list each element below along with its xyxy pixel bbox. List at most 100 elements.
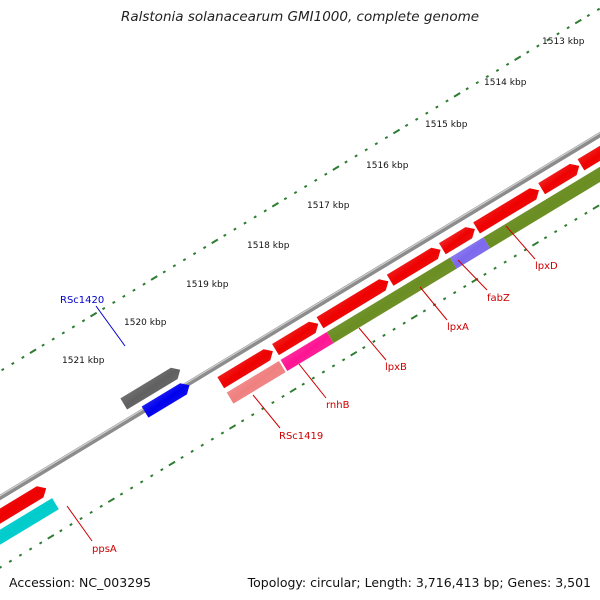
outer-tick	[263, 209, 267, 213]
inner-tick	[382, 333, 386, 337]
outer-tick	[485, 74, 490, 79]
outer-tick	[324, 172, 328, 176]
outer-tick	[526, 50, 530, 54]
outer-tick	[384, 136, 389, 140]
inner-tick	[228, 424, 237, 430]
leader-fabz	[457, 259, 488, 291]
gene-RSc1420-shade	[141, 383, 190, 418]
scale-tick-label: 1520 kbp	[124, 318, 167, 328]
outer-tick	[211, 238, 219, 245]
map-title: Ralstonia solanacearum GMI1000, complete…	[120, 9, 480, 25]
cds-RSc1419-shade	[226, 361, 286, 404]
inner-tick	[574, 217, 578, 221]
outer-tick	[303, 184, 308, 189]
inner-tick	[350, 350, 358, 357]
inner-tick	[89, 510, 93, 515]
outer-tick	[51, 337, 55, 341]
outer-tick	[11, 361, 15, 366]
cds-ppsA-shade	[0, 498, 59, 545]
outer-tick	[202, 245, 207, 250]
inner-tick	[301, 382, 305, 386]
cds-lpxD-shade	[483, 166, 600, 249]
inner-tick-track	[0, 204, 600, 569]
inner-tick	[442, 297, 447, 301]
inner-tick	[289, 387, 297, 394]
inner-tick	[543, 236, 548, 240]
inner-tick	[531, 241, 540, 247]
outer-tick	[243, 221, 247, 225]
inner-tick	[311, 376, 316, 380]
outer-tick	[556, 32, 560, 36]
gene-label-ppsa: ppsA	[92, 544, 117, 555]
outer-tick	[1, 368, 5, 372]
leader-rsc1419	[252, 394, 281, 429]
outer-tick	[283, 197, 288, 201]
inner-tick	[584, 211, 588, 215]
outer-tick	[192, 252, 197, 256]
inner-tick	[79, 516, 83, 521]
gene-label-rsc1419: RSc1419	[279, 431, 323, 442]
outer-tick	[150, 275, 158, 281]
outer-tick	[21, 355, 25, 359]
inner-tick	[321, 370, 326, 374]
outer-tick	[172, 264, 177, 268]
outer-tick	[514, 55, 522, 61]
gene-fabZ-shade	[439, 227, 475, 255]
scale-tick-label: 1513 kbp	[542, 37, 585, 47]
inner-tick	[190, 449, 194, 453]
leader-rsc1420	[95, 305, 126, 347]
outer-tick	[89, 311, 98, 318]
inner-tick	[59, 529, 63, 533]
inner-tick	[402, 321, 406, 325]
inner-tick	[452, 291, 457, 295]
outer-tick	[101, 306, 106, 311]
inner-tick	[513, 254, 517, 258]
outer-tick	[41, 343, 45, 347]
outer-tick	[122, 294, 126, 298]
gene-label-rsc1420: RSc1420	[60, 295, 104, 306]
inner-tick	[392, 327, 396, 331]
outer-tick	[314, 178, 318, 182]
outer-tick	[293, 190, 298, 195]
outer-tick	[495, 68, 500, 73]
inner-tick	[0, 565, 3, 569]
outer-tick	[586, 13, 591, 18]
outer-tick	[465, 87, 469, 91]
leader-lpxb	[358, 327, 387, 361]
inner-tick	[180, 455, 184, 460]
outer-tick	[61, 331, 66, 335]
inner-tick	[240, 419, 245, 423]
leader-lpxa	[419, 286, 448, 321]
inner-tick	[463, 284, 467, 289]
gene-lpxD-shade	[473, 188, 539, 234]
inner-tick	[129, 486, 134, 490]
outer-tick	[112, 300, 116, 305]
inner-tick	[200, 443, 204, 447]
backbone-line	[0, 131, 600, 501]
inner-tick	[38, 541, 43, 545]
outer-tick	[453, 92, 461, 98]
leader-ppsa	[66, 505, 93, 542]
gene-RSc1419-shade	[217, 349, 273, 389]
outer-tick	[404, 123, 409, 127]
outer-tick	[445, 99, 449, 103]
outer-tick	[344, 160, 348, 164]
outer-tick	[132, 288, 136, 292]
outer-tick	[435, 105, 439, 109]
inner-tick	[331, 364, 336, 368]
outer-tick	[574, 18, 582, 25]
inner-tick	[28, 547, 33, 551]
outer-tick	[162, 270, 166, 274]
outer-tick	[253, 215, 257, 219]
inner-tick	[69, 523, 73, 527]
outer-tick	[354, 154, 358, 158]
inner-tick	[220, 431, 225, 435]
scale-tick-label: 1519 kbp	[186, 280, 229, 290]
inner-tick	[281, 394, 285, 399]
gene-lpxA-shade	[386, 247, 441, 286]
inner-tick	[372, 339, 376, 344]
outer-tick	[566, 26, 570, 30]
scale-tick-label: 1516 kbp	[366, 161, 409, 171]
